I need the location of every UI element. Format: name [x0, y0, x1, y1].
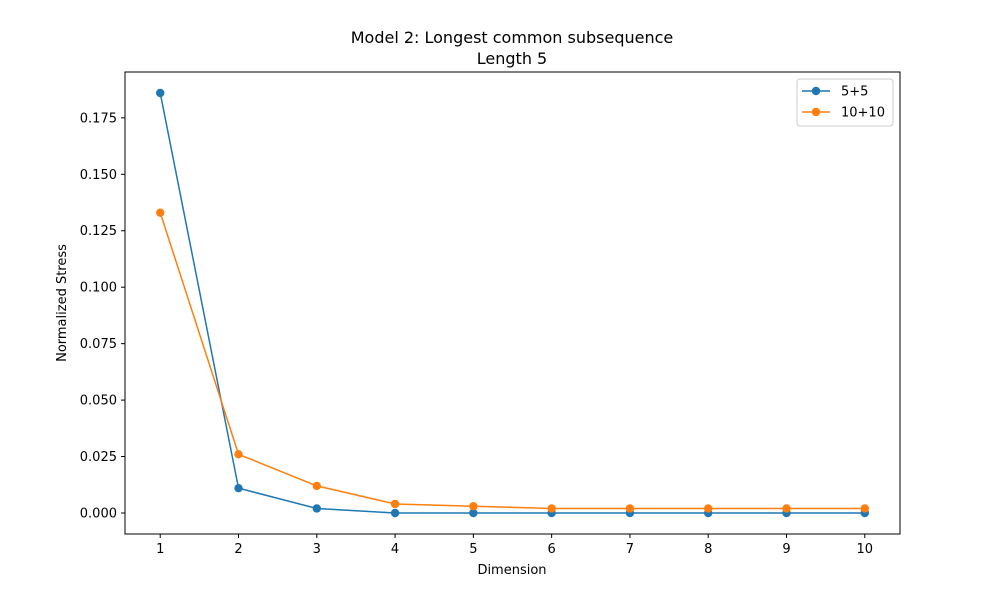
- data-point: [390, 499, 400, 509]
- data-point: [312, 481, 321, 491]
- y-tick-label: 0.175: [80, 111, 117, 126]
- data-point: [156, 208, 165, 217]
- x-tick-label: 7: [626, 542, 634, 557]
- data-point: [625, 504, 635, 513]
- chart-title: Model 2: Longest common subsequence: [351, 28, 674, 47]
- legend-item: 5+5: [802, 85, 868, 100]
- x-axis: 1 2 3 4 5 6 7 8 9 10: [156, 534, 873, 557]
- plot-area: 1 2 3 4 5 6 7 8 9 10 0.000 0.025 0.050 0.075 0.100 0.1…: [80, 71, 901, 557]
- series-2: [156, 208, 869, 513]
- legend: 5+5 10+10: [796, 78, 894, 127]
- legend-marker: [811, 86, 821, 96]
- x-tick-label: 6: [548, 542, 556, 557]
- y-axis: 0.000 0.025 0.050 0.075 0.100 0.125 0.150 0.175: [80, 111, 125, 522]
- data-point: [469, 502, 478, 511]
- series-layer: [156, 88, 869, 518]
- data-point: [234, 450, 243, 459]
- data-point: [156, 88, 165, 98]
- legend-item: 10+10: [802, 106, 885, 121]
- legend-label: 5+5: [841, 85, 868, 100]
- x-tick-label: 5: [469, 542, 477, 557]
- data-point: [860, 504, 869, 513]
- x-tick-label: 8: [704, 542, 712, 557]
- series-1: [156, 88, 869, 518]
- chart-subtitle: Length 5: [477, 49, 547, 68]
- data-point: [782, 504, 791, 513]
- data-point: [547, 504, 556, 513]
- y-axis-label: Normalized Stress: [55, 244, 70, 362]
- legend-marker: [811, 107, 821, 117]
- y-tick-label: 0.125: [80, 224, 117, 239]
- y-tick-label: 0.075: [80, 337, 117, 352]
- y-tick-label: 0.050: [80, 394, 117, 409]
- series-line: [159, 212, 865, 510]
- x-tick-label: 9: [782, 542, 790, 557]
- data-point: [390, 508, 400, 518]
- x-tick-label: 10: [856, 542, 873, 557]
- series-line: [159, 92, 865, 514]
- data-point: [704, 504, 713, 513]
- data-point: [469, 508, 478, 518]
- x-tick-label: 4: [391, 542, 399, 557]
- data-point: [234, 483, 243, 493]
- x-axis-label: Dimension: [477, 563, 546, 578]
- y-tick-label: 0.150: [80, 168, 117, 183]
- y-tick-label: 0.025: [80, 450, 117, 465]
- legend-label: 10+10: [841, 106, 885, 121]
- legend-items: 5+5 10+10: [802, 85, 885, 121]
- x-tick-label: 1: [156, 542, 164, 557]
- x-tick-label: 2: [234, 542, 242, 557]
- y-tick-label: 0.000: [80, 507, 117, 522]
- plot-frame: [124, 71, 901, 535]
- data-point: [312, 504, 321, 513]
- y-tick-label: 0.100: [80, 281, 117, 296]
- x-tick-label: 3: [313, 542, 321, 557]
